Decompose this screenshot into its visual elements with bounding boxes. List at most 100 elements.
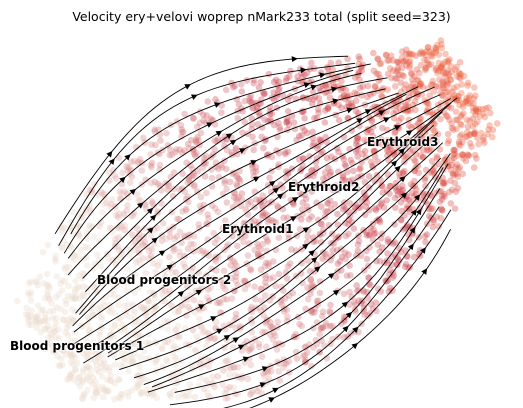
cell-dot <box>171 308 179 316</box>
cell-dot <box>229 363 237 371</box>
cell-dot <box>72 295 79 303</box>
cell-dot <box>422 238 429 246</box>
cell-dot <box>86 378 94 385</box>
cell-dot <box>180 260 187 267</box>
cell-dot <box>264 237 271 244</box>
cell-dot <box>378 113 386 121</box>
cell-dot <box>439 68 447 75</box>
stream-arrowhead <box>276 193 284 200</box>
cell-dot <box>175 215 183 223</box>
cell-dot <box>264 368 272 376</box>
cell-dot <box>95 354 103 361</box>
cell-dot <box>340 155 348 163</box>
cell-dot <box>440 181 447 188</box>
cell-dot <box>145 339 153 346</box>
cell-dot <box>397 199 405 206</box>
cell-dot <box>375 215 383 223</box>
cell-dot <box>230 384 237 392</box>
cell-dot <box>371 153 379 160</box>
cell-dot <box>447 62 455 70</box>
cell-dot <box>449 170 457 177</box>
cell-dot <box>142 339 149 347</box>
cell-dot <box>425 147 433 154</box>
cell-dot <box>405 122 413 129</box>
cell-dot <box>248 121 256 128</box>
cell-dot <box>153 357 160 364</box>
cell-dot <box>179 170 186 177</box>
cell-dot <box>133 341 140 349</box>
cell-dot <box>176 252 184 260</box>
cell-dot <box>233 172 240 180</box>
cell-dot <box>417 61 425 69</box>
cell-dot <box>121 356 128 363</box>
cell-dot <box>199 329 206 336</box>
cell-dot <box>231 265 238 273</box>
cell-dot <box>247 306 255 313</box>
cell-dot <box>350 167 357 175</box>
cell-dot <box>274 202 281 210</box>
cell-dot <box>275 78 283 86</box>
cell-dot <box>128 213 135 220</box>
cell-dot <box>365 184 373 191</box>
cell-dot <box>136 341 143 349</box>
cell-dot <box>290 201 297 208</box>
cell-dot <box>238 375 246 383</box>
cell-dot <box>81 244 89 251</box>
cell-dot <box>63 341 71 349</box>
cell-dot <box>424 56 431 64</box>
cell-dot <box>300 155 307 162</box>
cell-dot <box>143 385 151 393</box>
cell-dot <box>322 253 330 261</box>
cell-dot <box>237 323 245 331</box>
cell-dot <box>247 389 255 397</box>
cell-dot <box>283 118 291 126</box>
cell-dot <box>115 224 123 232</box>
cell-dot <box>429 53 436 60</box>
cell-dot <box>429 111 436 119</box>
cell-dot <box>308 100 316 107</box>
cell-dot <box>316 289 324 297</box>
cell-dot <box>392 83 399 90</box>
cell-dot <box>301 343 309 351</box>
cell-dot <box>79 378 86 386</box>
cell-dot <box>267 323 274 331</box>
cell-dot <box>244 375 252 383</box>
cell-dot <box>71 295 79 302</box>
cell-dot <box>93 390 101 398</box>
cell-dot <box>376 257 384 265</box>
cell-dot <box>448 68 456 76</box>
cell-dot <box>398 48 406 55</box>
cell-dot <box>179 208 186 215</box>
cell-dot <box>33 278 41 286</box>
cell-dot <box>275 87 282 94</box>
cell-dot <box>260 144 267 152</box>
cell-dot <box>88 348 96 356</box>
cell-dot <box>187 162 194 169</box>
cell-dot <box>239 129 246 136</box>
cell-dot <box>208 183 216 190</box>
cell-dot <box>33 319 41 326</box>
cell-dot <box>67 352 74 359</box>
cell-dot <box>371 83 379 91</box>
cell-dot <box>146 341 153 349</box>
cell-dot <box>190 275 198 282</box>
cell-dot <box>375 70 383 78</box>
cell-dot <box>166 390 174 398</box>
cell-dot <box>345 100 352 107</box>
cell-dot <box>352 141 360 148</box>
cell-dot <box>218 109 225 116</box>
cell-dot <box>409 101 417 109</box>
cell-dot <box>128 173 136 180</box>
label-erythroid2: Erythroid2 <box>288 180 360 194</box>
cell-dot <box>322 133 329 141</box>
cell-dot <box>475 105 483 113</box>
streamline <box>107 124 435 358</box>
cell-dot <box>154 262 162 270</box>
streamline <box>75 86 419 314</box>
cell-dot <box>309 309 316 317</box>
cell-dot <box>128 231 136 238</box>
cell-dot <box>44 241 52 249</box>
cell-dot <box>44 270 51 278</box>
stream-arrowhead <box>407 243 414 251</box>
cell-dot <box>131 271 139 279</box>
